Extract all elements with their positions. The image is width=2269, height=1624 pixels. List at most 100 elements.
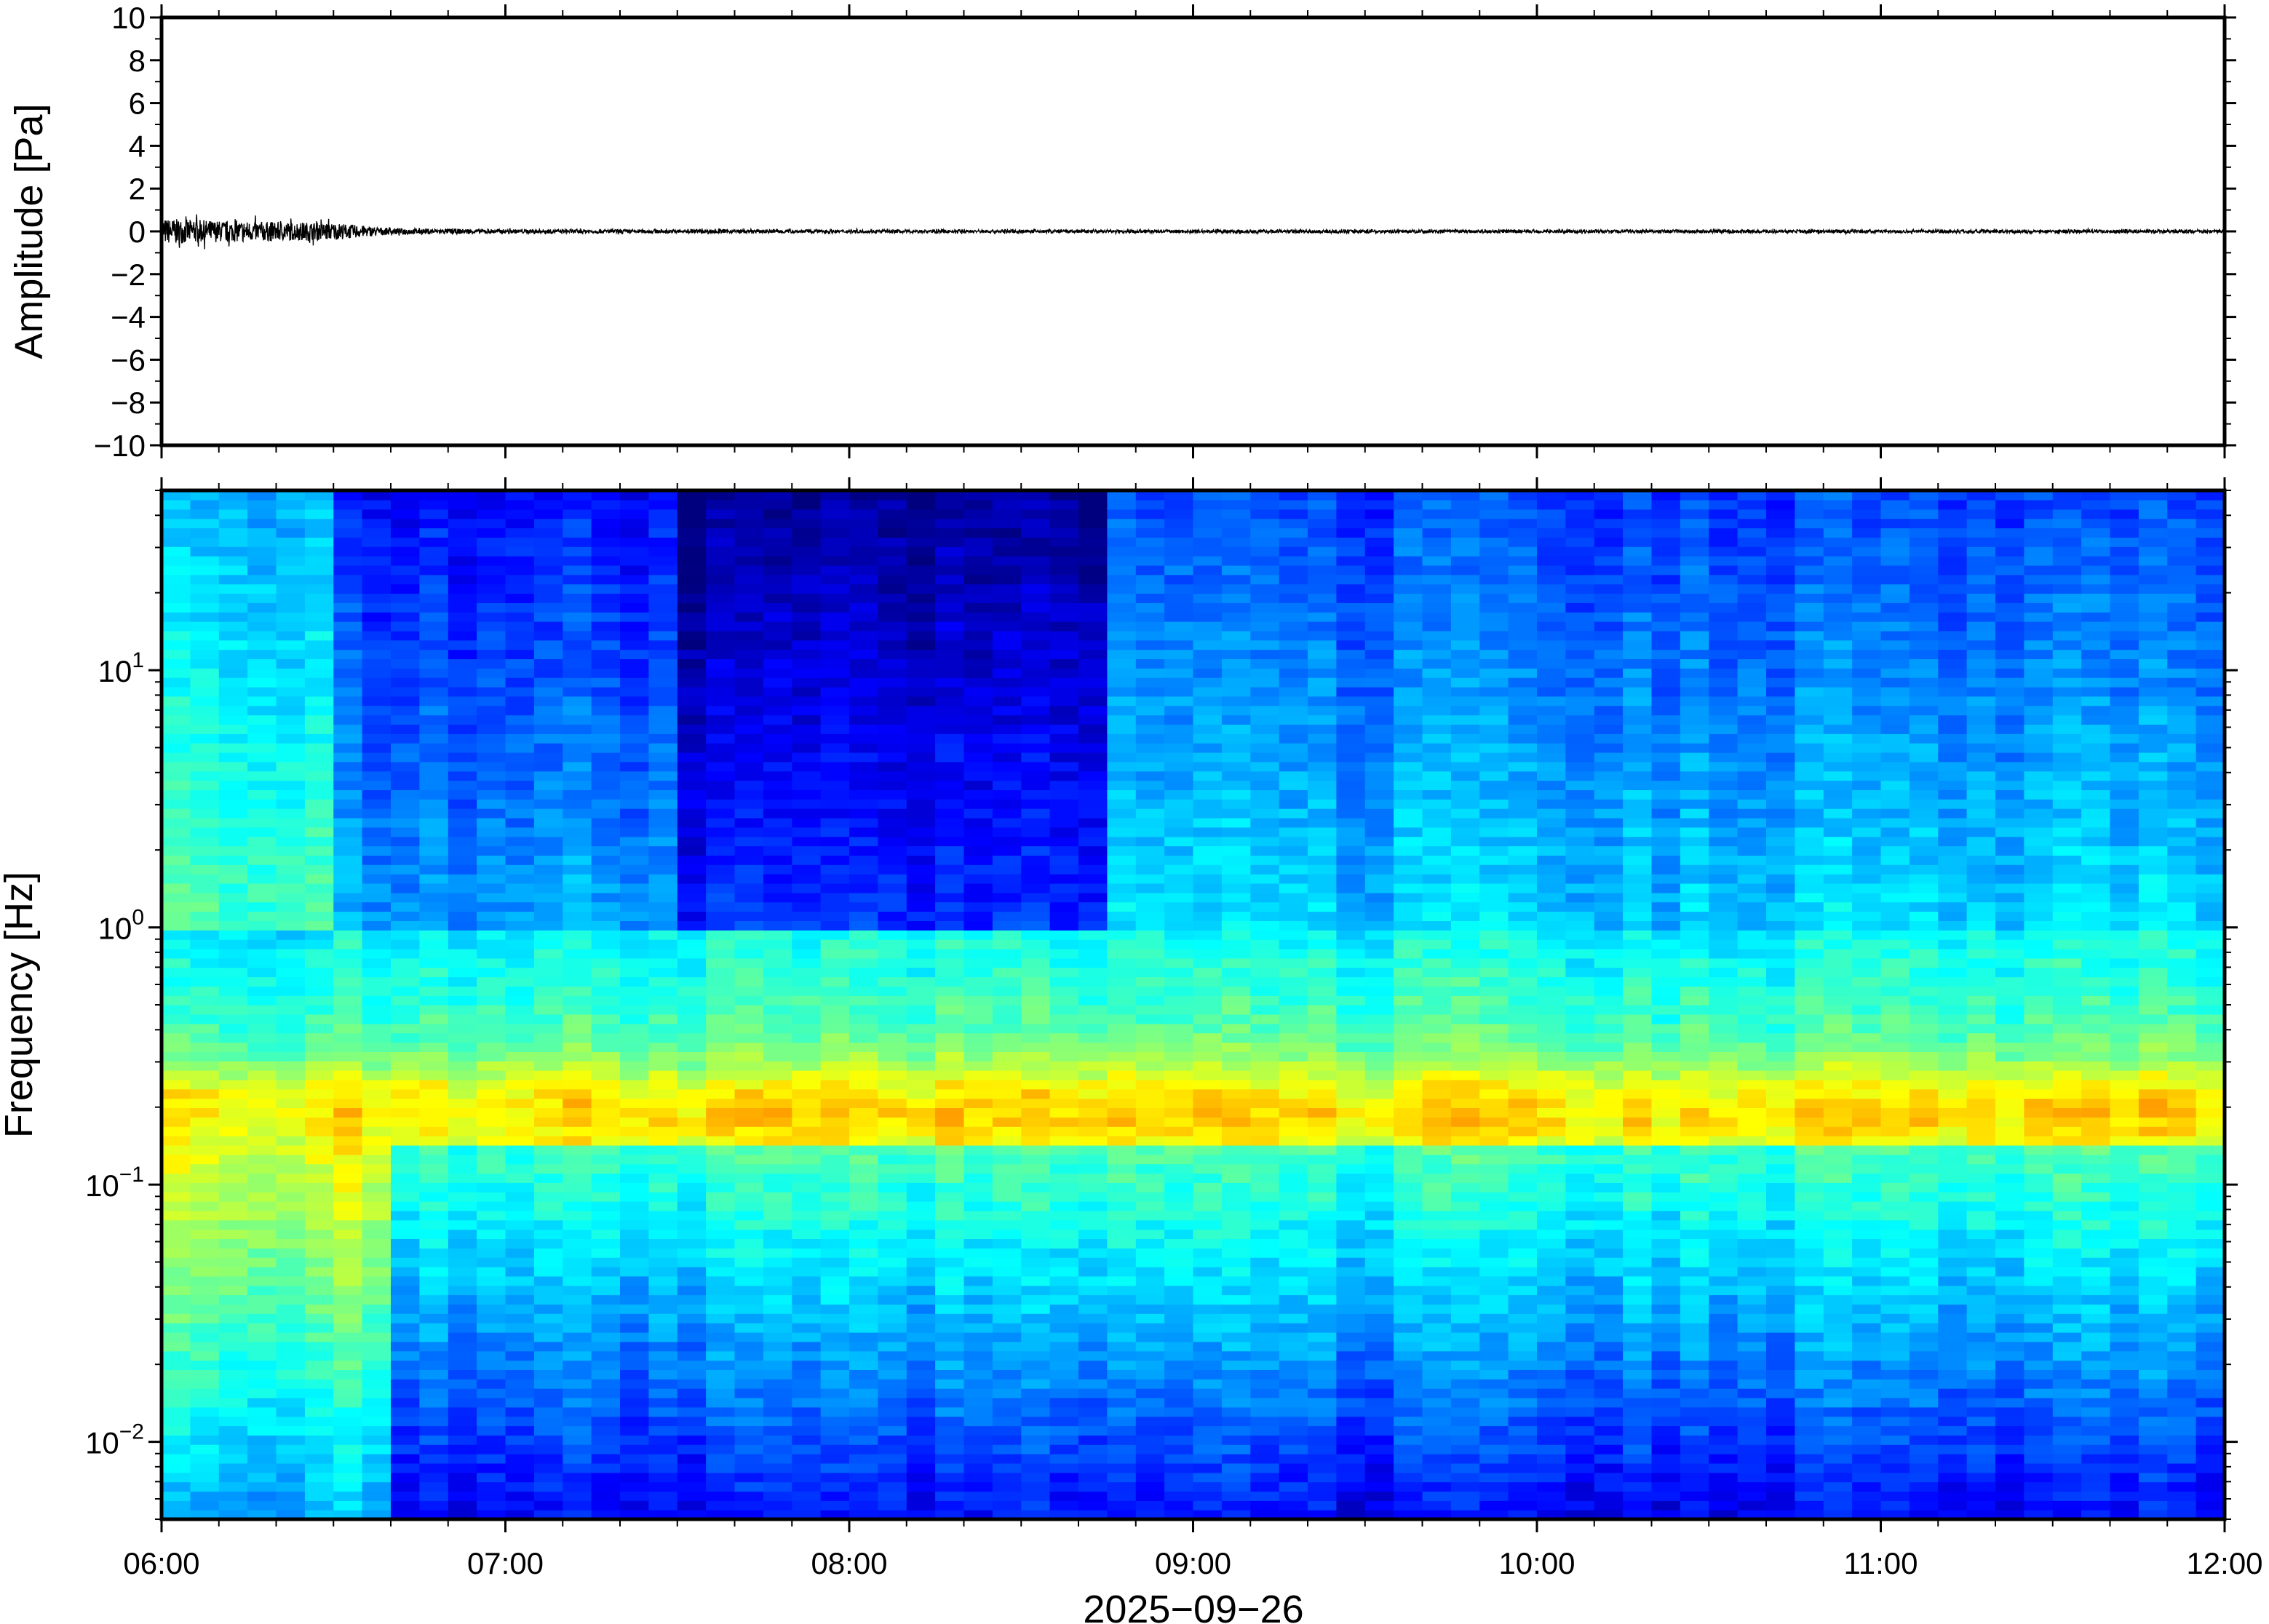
spectrogram-cell [1308, 1491, 1337, 1501]
spectrogram-cell [190, 920, 220, 931]
spectrogram-cell [1336, 1369, 1366, 1380]
spectrogram-cell [1107, 1510, 1137, 1519]
spectrogram-cell [792, 1425, 822, 1436]
spectrogram-cell [1394, 556, 1423, 566]
spectrogram-cell [792, 967, 822, 978]
spectrogram-cell [906, 1360, 936, 1370]
spectrogram-cell [505, 1154, 535, 1165]
spectrogram-cell [247, 864, 277, 875]
spectrogram-cell [1221, 658, 1251, 669]
spectrogram-cell [448, 584, 477, 594]
spectrogram-cell [448, 930, 477, 940]
spectrogram-cell [1135, 1107, 1165, 1118]
spectrogram-cell [591, 920, 621, 931]
spectrogram-cell [963, 733, 993, 744]
spectrogram-cell [276, 948, 306, 959]
spectrogram-cell [304, 1257, 334, 1267]
spectrogram-cell [1021, 1192, 1051, 1202]
spectrogram-cell [1164, 1350, 1194, 1361]
spectrogram-cell [247, 1219, 277, 1230]
spectrogram-cell [1164, 1229, 1194, 1239]
spectrogram-cell [677, 1219, 707, 1230]
spectrogram-cell [563, 948, 592, 959]
spectrogram-cell [391, 789, 420, 800]
spectrogram-cell [1049, 799, 1079, 809]
spectrogram-cell [734, 1481, 764, 1492]
spectrogram-cell [906, 518, 936, 529]
spectrogram-cell [620, 1173, 649, 1183]
spectrogram-cell [276, 1136, 306, 1146]
spectrogram-cell [533, 1341, 563, 1352]
spectrogram-cell [276, 1350, 306, 1361]
spectrogram-cell [648, 1313, 678, 1324]
spectrogram-cell [362, 1323, 392, 1333]
spectrogram-cell [533, 901, 563, 912]
spectrogram-cell [706, 640, 736, 650]
spectrogram-cell [477, 1126, 506, 1137]
spectrogram-cell [1049, 1406, 1079, 1417]
spectrogram-cell [1336, 1510, 1366, 1519]
spectrogram-cell [533, 593, 563, 603]
spectrogram-cell [591, 1192, 621, 1202]
spectrogram-cell [706, 1350, 736, 1361]
spectrogram-cell [648, 686, 678, 697]
spectrogram-cell [1107, 1323, 1137, 1333]
spectrogram-cell [190, 855, 220, 865]
spectrogram-cell [533, 1145, 563, 1155]
spectrogram-cell [763, 1369, 792, 1380]
spectrogram-cell [992, 845, 1022, 856]
spectrogram-cell [505, 1229, 535, 1239]
spectrogram-cell [878, 630, 907, 641]
spectrogram-cell [763, 1266, 792, 1277]
spectrogram-cell [906, 1510, 936, 1519]
spectrogram-cell [820, 574, 850, 585]
spectrogram-cell [1336, 584, 1366, 594]
spectrogram-cell [677, 686, 707, 697]
spectrogram-cell [448, 1023, 477, 1034]
spectrogram-cell [276, 658, 306, 669]
spectrogram-cell [1021, 1294, 1051, 1305]
spectrogram-cell [906, 584, 936, 594]
spectrogram-cell [419, 1257, 449, 1267]
spectrogram-cell [1021, 1182, 1051, 1193]
spectrogram-cell [1164, 817, 1194, 828]
spectrogram-cell [792, 1126, 822, 1137]
spectrogram-cell [1021, 696, 1051, 706]
spectrogram-cell [1250, 602, 1280, 613]
spectrogram-cell [448, 574, 477, 585]
spectrogram-cell [1308, 1323, 1337, 1333]
spectrogram-cell [1078, 1248, 1108, 1258]
spectrogram-cell [1279, 883, 1308, 893]
spectrogram-cell [362, 1481, 392, 1492]
spectrogram-cell [533, 1397, 563, 1408]
spectrogram-cell [1250, 1294, 1280, 1305]
spectrogram-cell [906, 1136, 936, 1146]
spectrogram-cell [1107, 1032, 1137, 1043]
spectrogram-cell [648, 1444, 678, 1454]
spectrogram-cell [591, 1257, 621, 1267]
spectrogram-cell [276, 1294, 306, 1305]
spectrogram-cell [677, 883, 707, 893]
spectrogram-cell [1107, 1061, 1137, 1071]
spectrogram-cell [591, 1145, 621, 1155]
spectrogram-cell [1336, 1219, 1366, 1230]
spectrogram-cell [218, 640, 248, 650]
spectrogram-cell [1422, 1472, 1452, 1483]
spectrogram-cell [1107, 668, 1137, 678]
spectrogram-cell [1308, 584, 1337, 594]
spectrogram-cell [276, 1210, 306, 1221]
spectrogram-cell [820, 490, 850, 501]
spectrogram-cell [1364, 668, 1394, 678]
spectrogram-cell [1221, 1061, 1251, 1071]
spectrogram-cell [1394, 715, 1423, 725]
spectrogram-cell [218, 855, 248, 865]
spectrogram-cell [1336, 976, 1366, 987]
spectrogram-cell [677, 696, 707, 706]
spectrogram-cell [1135, 696, 1165, 706]
spectrogram-cell [1394, 499, 1423, 510]
spectrogram-cell [218, 1023, 248, 1034]
spectrogram-cell [1336, 1117, 1366, 1127]
spectrogram-cell [448, 780, 477, 790]
spectrogram-cell [1221, 1107, 1251, 1118]
spectrogram-cell [620, 1369, 649, 1380]
